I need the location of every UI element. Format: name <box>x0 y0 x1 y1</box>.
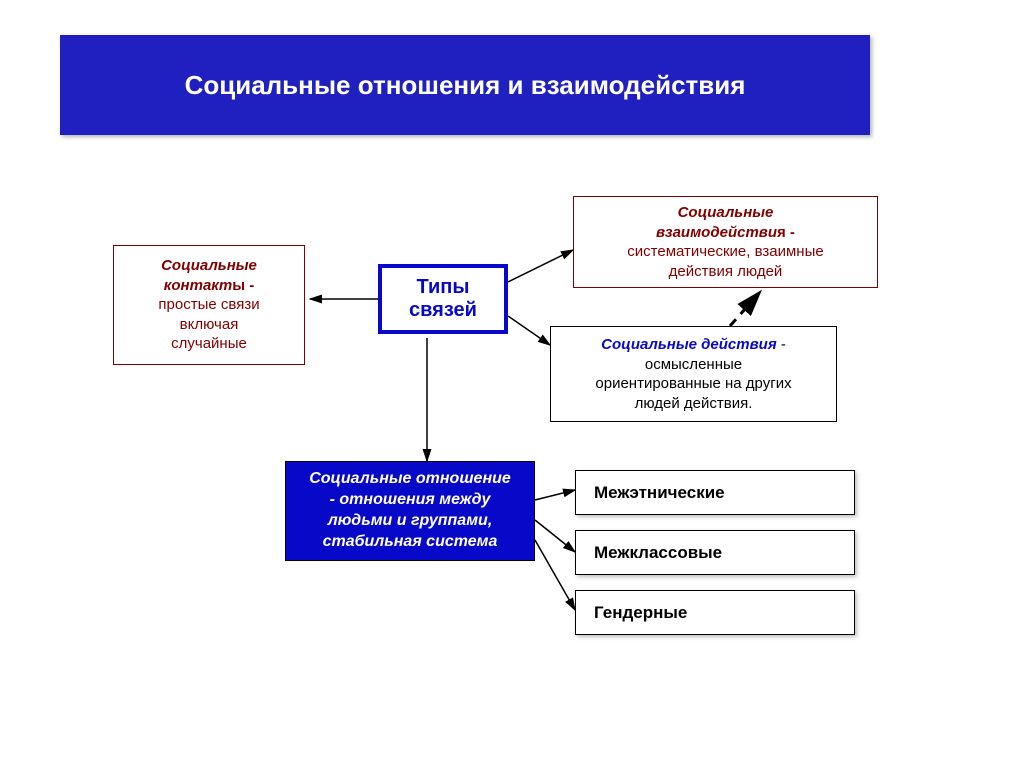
interactions-plain2: действия людей <box>669 262 783 282</box>
relations-line1: Социальные отношение <box>309 469 511 490</box>
actions-head-tail: - <box>777 336 786 353</box>
contacts-plain1: простые связи <box>158 295 259 315</box>
sub-box-gender: Гендерные <box>575 590 855 635</box>
node-types-line1: Типы <box>417 276 470 299</box>
sub-box-class: Межклассовые <box>575 530 855 575</box>
interactions-head2: взаимодействи <box>656 224 777 241</box>
actions-plain1: осмысленные <box>645 355 742 375</box>
node-relations: Социальные отношение - отношения между л… <box>285 461 535 561</box>
contacts-head-tail: ы - <box>232 277 254 294</box>
sub-label-2: Межклассовые <box>594 543 722 563</box>
sub-label-3: Гендерные <box>594 603 687 623</box>
node-types-line2: связей <box>409 299 477 322</box>
actions-head: Социальные действия <box>601 336 777 353</box>
actions-plain3: людей действия. <box>635 394 753 414</box>
node-actions: Социальные действия - осмысленные ориент… <box>550 326 837 422</box>
title-text: Социальные отношения и взаимодействия <box>185 70 746 101</box>
interactions-head-tail: я - <box>777 224 795 241</box>
title-banner: Социальные отношения и взаимодействия <box>60 35 870 135</box>
node-interactions: Социальные взаимодействия - систематичес… <box>573 196 878 288</box>
sub-box-ethnic: Межэтнические <box>575 470 855 515</box>
interactions-head1: Социальные <box>678 203 774 223</box>
contacts-plain3: случайные <box>171 334 247 354</box>
sub-label-1: Межэтнические <box>594 483 725 503</box>
node-types: Типы связей <box>378 264 508 334</box>
relations-line2: - отношения между <box>330 490 491 511</box>
node-contacts: Социальные контакты - простые связи вклю… <box>113 245 305 365</box>
actions-plain2: ориентированные на других <box>595 374 791 394</box>
relations-line4: стабильная система <box>323 532 498 553</box>
relations-line3: людьми и группами, <box>328 511 493 532</box>
interactions-plain1: систематические, взаимные <box>627 242 823 262</box>
contacts-plain2: включая <box>180 315 239 335</box>
